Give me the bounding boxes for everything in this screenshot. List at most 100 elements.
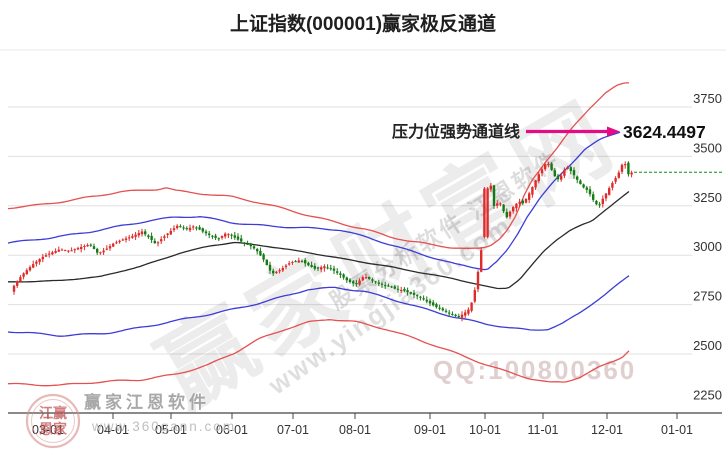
candle-body	[368, 277, 371, 279]
candle-body	[425, 299, 428, 302]
candle-body	[32, 264, 35, 268]
candle-body	[48, 253, 51, 255]
annotation-arrowhead-icon	[607, 126, 620, 137]
candle-body	[163, 236, 166, 239]
candle-body	[502, 204, 505, 212]
candle-body	[419, 296, 422, 298]
channel-line-upper-red	[7, 82, 629, 250]
candle-body	[524, 198, 528, 203]
candle-body	[198, 227, 201, 230]
x-axis-label: 04-01	[97, 423, 129, 437]
candle-body	[67, 250, 70, 252]
candle-body	[156, 242, 160, 244]
candle-body	[291, 262, 294, 264]
candle-body	[470, 302, 473, 311]
candle-body	[323, 266, 326, 269]
candle-body	[294, 261, 297, 263]
candle-body	[540, 169, 544, 174]
channel-line-lower-red	[7, 319, 630, 387]
y-axis-label: 2500	[693, 338, 722, 353]
candle-body	[153, 240, 156, 244]
candlesticks	[12, 161, 633, 322]
candle-body	[44, 255, 48, 257]
candle-body	[444, 310, 448, 312]
candle-body	[339, 273, 342, 275]
candle-body	[576, 176, 579, 180]
candle-body	[547, 163, 550, 165]
candle-body	[483, 188, 486, 238]
candle-body	[422, 298, 425, 300]
candle-body	[380, 283, 384, 285]
candle-body	[115, 242, 118, 244]
y-axis-label: 3750	[693, 91, 722, 106]
candle-body	[528, 193, 531, 200]
resistance-annotation-label: 压力位强势通道线	[392, 122, 520, 141]
candle-body	[297, 260, 300, 263]
candle-body	[499, 203, 502, 205]
candle-body	[614, 178, 617, 182]
candle-body	[102, 250, 105, 253]
candle-body	[204, 231, 208, 234]
candle-body	[246, 243, 249, 245]
candle-body	[384, 285, 387, 287]
candle-body	[448, 312, 451, 314]
candle-body	[630, 172, 633, 175]
candle-body	[604, 193, 608, 199]
x-axis-label: 08-01	[339, 423, 371, 437]
candle-body	[41, 256, 44, 260]
candle-body	[486, 188, 489, 238]
corner-url-text: www.360gann.com	[91, 419, 236, 434]
candle-body	[160, 239, 163, 242]
seal-outer-ring-icon	[25, 393, 81, 449]
candle-body	[288, 263, 291, 265]
candle-body	[227, 234, 230, 236]
candle-body	[124, 238, 128, 240]
candle-body	[137, 233, 140, 236]
candle-body	[390, 286, 393, 288]
candle-body	[617, 172, 620, 178]
candle-body	[582, 184, 585, 188]
candle-body	[80, 246, 83, 250]
candle-body	[19, 277, 22, 282]
candle-body	[451, 314, 454, 316]
candle-body	[233, 235, 236, 238]
watermark-layer: 赢家财富网 股票分析软件 江恩软件 www.yingjia360.com QQ:…	[143, 82, 636, 425]
candle-body	[355, 283, 358, 285]
candle-body	[320, 267, 323, 270]
candle-body	[592, 194, 595, 200]
candle-body	[588, 189, 592, 195]
candle-body	[537, 174, 540, 182]
candle-body	[144, 231, 147, 235]
candle-body	[278, 270, 281, 272]
candle-body	[467, 309, 470, 314]
y-axis-label: 2750	[693, 289, 722, 304]
candle-body	[185, 228, 188, 230]
x-axis-label: 01-01	[661, 423, 693, 437]
candle-body	[300, 261, 304, 263]
candle-body	[358, 280, 361, 285]
candle-body	[377, 282, 380, 284]
candle-body	[201, 228, 204, 232]
candle-body	[364, 277, 368, 279]
channel-lines	[7, 82, 630, 387]
candle-body	[188, 227, 192, 231]
candle-body	[496, 203, 499, 206]
candle-body	[96, 248, 99, 253]
x-axis-label: 03-01	[32, 423, 64, 437]
resistance-value: 3624.4497	[623, 122, 706, 142]
candle-body	[534, 180, 537, 188]
candle-body	[310, 264, 313, 268]
candle-body	[150, 235, 153, 240]
candle-body	[211, 235, 214, 237]
candle-body	[60, 249, 64, 251]
candle-body	[236, 236, 240, 240]
candle-body	[512, 207, 515, 212]
channel-line-middle-black	[8, 190, 630, 290]
seal-text-top: 江赢	[39, 405, 67, 421]
candle-body	[480, 250, 483, 272]
candle-body	[147, 235, 150, 238]
channel-line-lower-blue	[7, 275, 630, 337]
candle-body	[624, 164, 627, 166]
candle-body	[121, 239, 124, 241]
